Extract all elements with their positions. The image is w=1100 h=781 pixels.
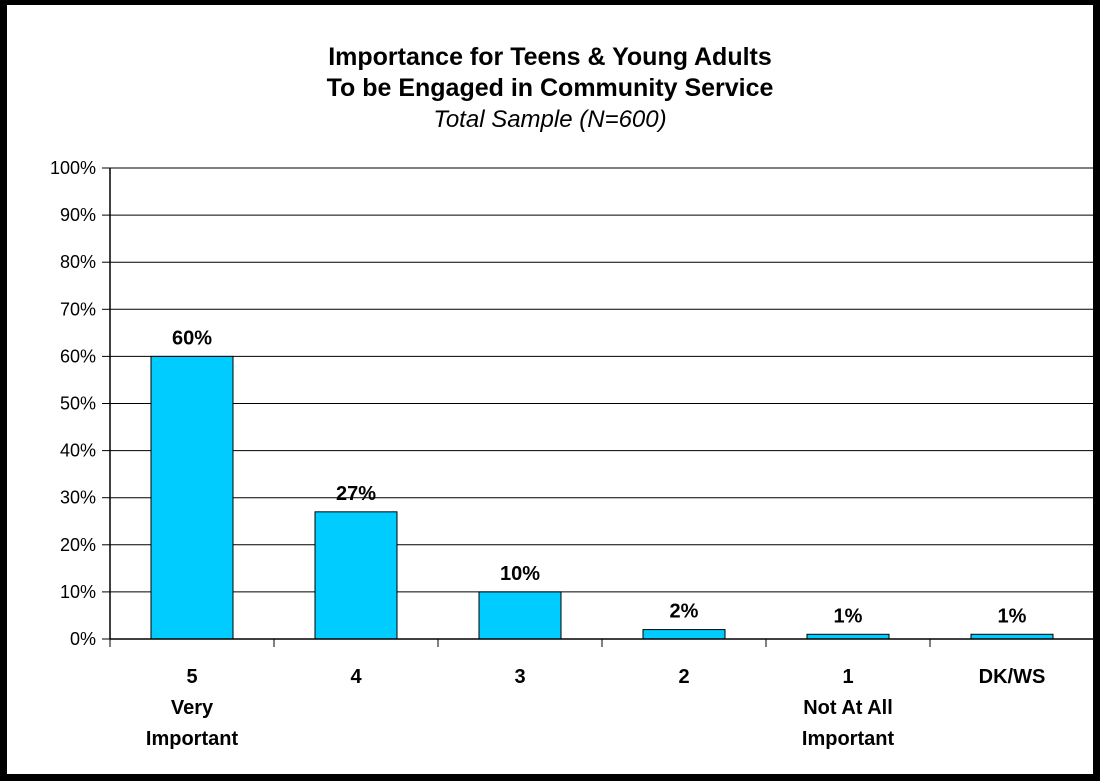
gridlines bbox=[110, 167, 1094, 593]
x-category-label-line: 5 bbox=[186, 666, 197, 688]
y-tick-label: 90% bbox=[60, 205, 96, 225]
data-label: 2% bbox=[670, 601, 699, 623]
y-tick-label: 20% bbox=[60, 535, 96, 555]
x-category-label-line: 4 bbox=[350, 666, 362, 688]
y-tick-label: 70% bbox=[60, 299, 96, 319]
bars bbox=[150, 355, 1054, 640]
bar bbox=[150, 355, 234, 640]
y-tick-label: 0% bbox=[70, 629, 96, 649]
x-category-label-line: Not At All bbox=[803, 697, 893, 719]
y-tick-label: 100% bbox=[50, 158, 96, 178]
x-category-label-line: 2 bbox=[678, 666, 689, 688]
y-tick-label: 50% bbox=[60, 394, 96, 414]
data-label: 1% bbox=[834, 605, 863, 627]
axes bbox=[102, 167, 1095, 647]
data-label: 1% bbox=[998, 605, 1027, 627]
x-category-label-line: Important bbox=[146, 728, 239, 750]
bar bbox=[478, 591, 562, 640]
y-tick-label: 80% bbox=[60, 252, 96, 272]
y-tick-label: 10% bbox=[60, 582, 96, 602]
x-category-label: 1 Not At All Important bbox=[802, 666, 895, 750]
data-label: 60% bbox=[172, 327, 212, 349]
bar bbox=[314, 511, 398, 640]
x-category-label: 4 bbox=[350, 666, 362, 688]
chart-title-line-1: Importance for Teens & Young Adults bbox=[328, 43, 772, 71]
chart-title-block: Importance for Teens & Young Adults To b… bbox=[0, 42, 1100, 135]
labels: 0% 10% 20% 30% 40% 50% 60% 70% 80% 90% 100% 60% 27% 1… bbox=[50, 158, 1045, 750]
chart-subtitle: Total Sample (N=600) bbox=[433, 106, 667, 133]
x-category-label: 3 bbox=[514, 666, 525, 688]
x-category-label-line: Very bbox=[171, 697, 214, 719]
chart-title-line-2: To be Engaged in Community Service bbox=[326, 74, 774, 102]
data-label: 10% bbox=[500, 563, 540, 585]
x-category-label-line: 3 bbox=[514, 666, 525, 688]
bar bbox=[642, 629, 726, 640]
x-category-label-line: DK/WS bbox=[979, 666, 1046, 688]
x-category-label: 5 Very Important bbox=[146, 666, 239, 750]
y-tick-label: 60% bbox=[60, 346, 96, 366]
x-category-label: DK/WS bbox=[979, 666, 1046, 688]
data-label: 27% bbox=[336, 483, 376, 505]
x-category-label-line: Important bbox=[802, 728, 895, 750]
y-tick-label: 40% bbox=[60, 441, 96, 461]
y-tick-label: 30% bbox=[60, 488, 96, 508]
x-category-label: 2 bbox=[678, 666, 689, 688]
x-category-label-line: 1 bbox=[842, 666, 853, 688]
